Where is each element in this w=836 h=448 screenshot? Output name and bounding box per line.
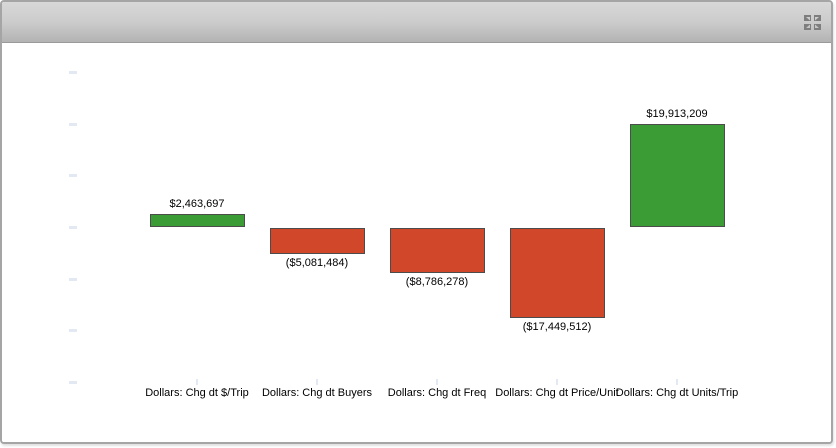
x-axis-category-label: Dollars: Chg dt Buyers: [261, 387, 373, 399]
bar-value-label: $19,913,209: [646, 108, 708, 120]
y-axis-tick: [69, 122, 77, 126]
y-axis-tick: [69, 70, 77, 74]
widget-header: [2, 2, 831, 43]
x-axis-category-label: Dollars: Chg dt Freq: [387, 387, 487, 399]
x-axis-tick: [676, 379, 678, 385]
bar-value-label: ($17,449,512): [522, 321, 592, 334]
y-axis-tick: [69, 174, 77, 178]
y-axis-tick: [69, 226, 77, 229]
x-axis-category-label: Dollars: Chg dt Price/Unit: [495, 387, 619, 399]
bar-negative[interactable]: [509, 228, 605, 318]
bar-positive[interactable]: [149, 214, 245, 228]
x-axis-category-label: Dollars: Chg dt Units/Trip: [615, 387, 739, 399]
plot-area: $2,463,697 Dollars: Chg dt $/Trip ($5,081,…: [2, 43, 831, 442]
bar-positive[interactable]: [629, 124, 725, 227]
bar-negative[interactable]: [269, 228, 365, 254]
y-axis-tick: [69, 381, 77, 385]
x-axis-tick: [556, 379, 558, 385]
bar-negative[interactable]: [389, 228, 485, 273]
x-axis-tick: [316, 379, 318, 385]
x-axis-tick: [196, 379, 198, 385]
x-axis-tick: [436, 379, 438, 385]
bar-value-label: ($5,081,484): [285, 257, 349, 270]
x-axis-category-label: Dollars: Chg dt $/Trip: [145, 387, 249, 399]
y-axis-tick: [69, 329, 77, 333]
bar-value-label: ($8,786,278): [405, 276, 469, 289]
maximize-widget-icon[interactable]: [804, 15, 821, 30]
bar-value-label: $2,463,697: [169, 198, 225, 211]
y-axis-tick: [69, 277, 77, 281]
